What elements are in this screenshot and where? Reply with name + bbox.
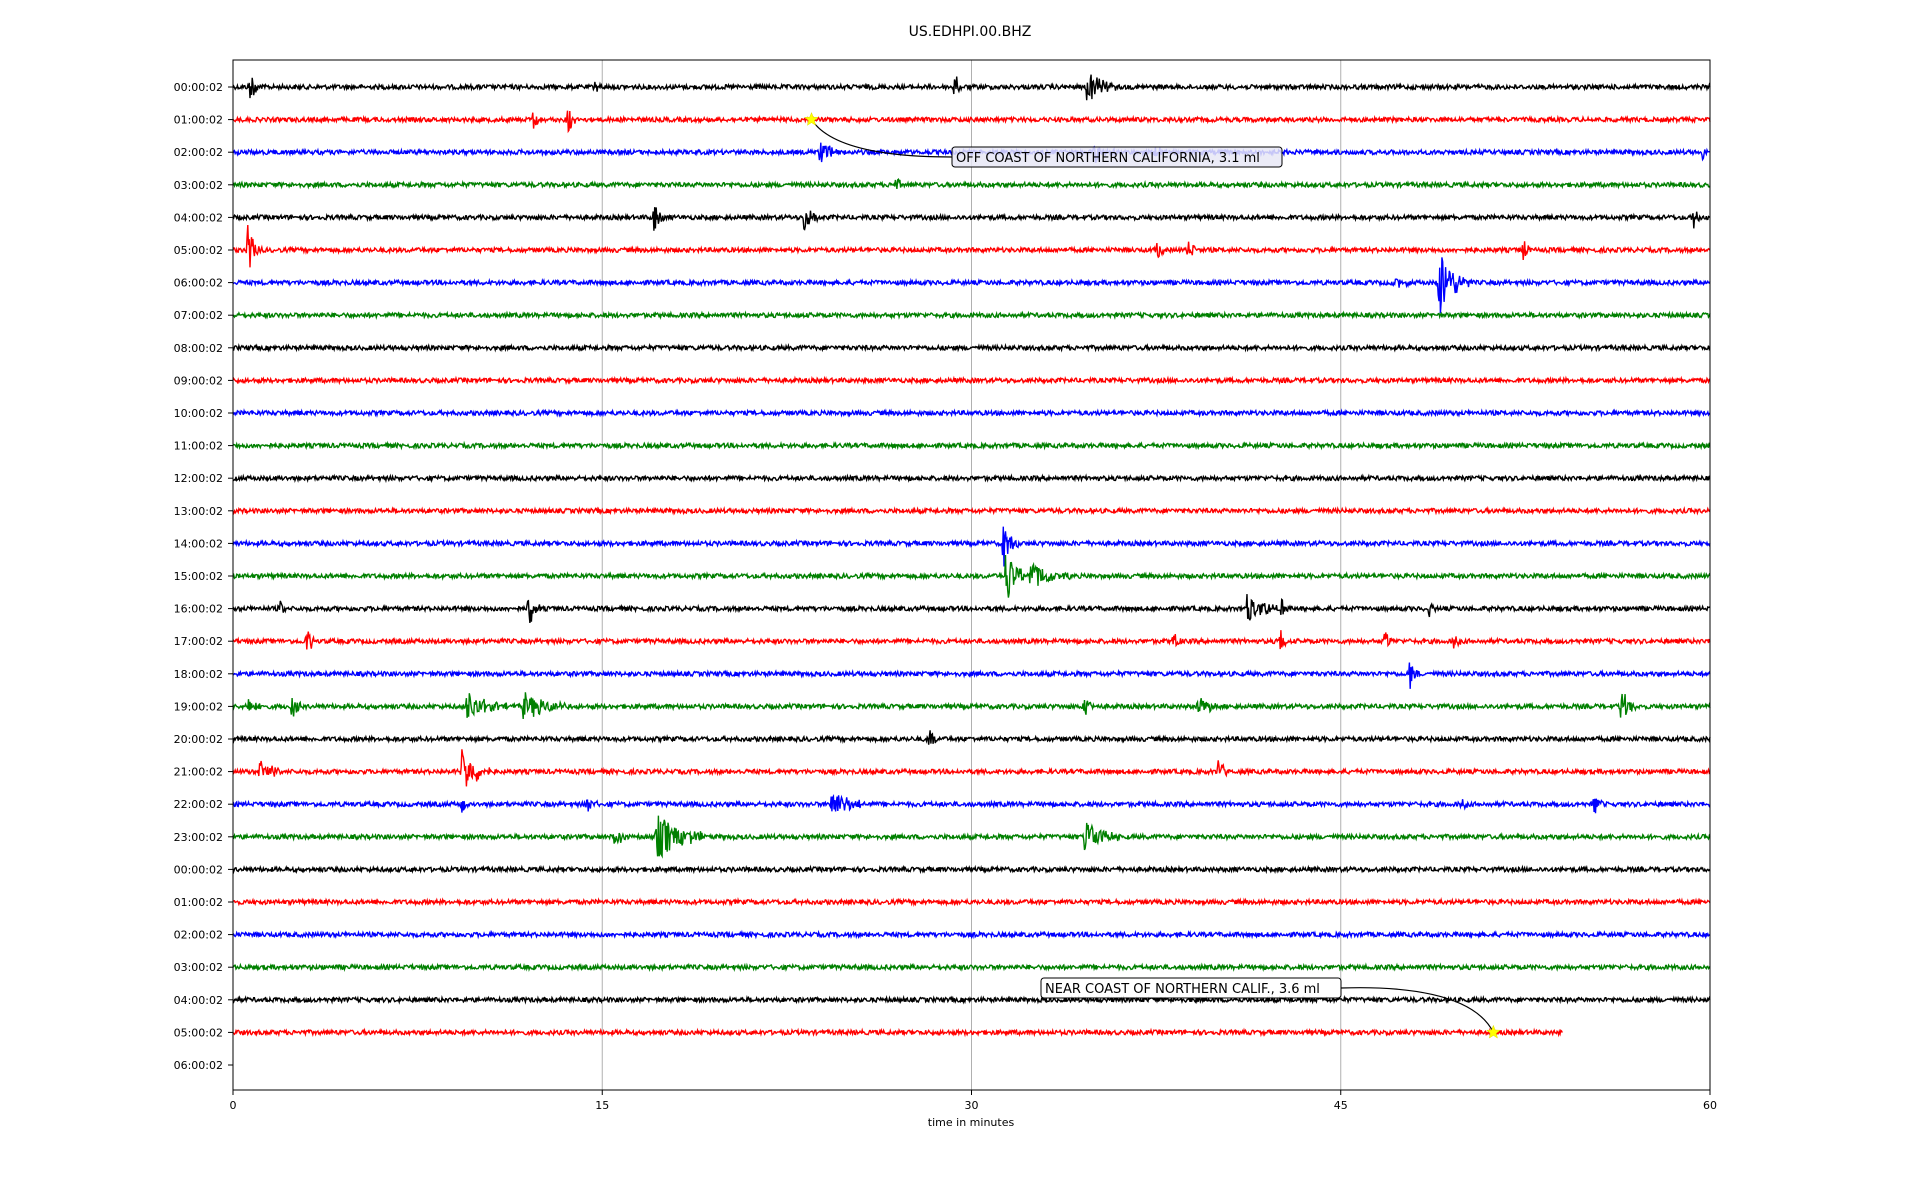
annotation-box bbox=[1040, 977, 1342, 999]
row-time-label: 01:00:02 bbox=[174, 896, 223, 909]
seismogram-traces bbox=[232, 74, 1711, 1038]
trace-row bbox=[232, 594, 1711, 624]
x-tick-label: 60 bbox=[1703, 1099, 1717, 1112]
row-time-label: 20:00:02 bbox=[174, 733, 223, 746]
row-time-label: 04:00:02 bbox=[174, 211, 223, 224]
row-labels: 00:00:02 01:00:02 02:00:02 03:00:02 04:00:02… bbox=[174, 81, 233, 1072]
x-tick-label: 45 bbox=[1334, 1099, 1348, 1112]
trace-row bbox=[232, 257, 1711, 314]
trace-row bbox=[232, 749, 1711, 787]
trace-row bbox=[232, 342, 1711, 353]
row-time-label: 10:00:02 bbox=[174, 407, 223, 420]
trace-row bbox=[232, 692, 1711, 720]
trace-row bbox=[232, 730, 1711, 745]
trace-row bbox=[232, 224, 1711, 268]
row-time-label: 23:00:02 bbox=[174, 831, 223, 844]
trace-row bbox=[232, 630, 1711, 650]
annotation-label: OFF COAST OF NORTHERN CALIFORNIA, 3.1 ml bbox=[956, 151, 1260, 166]
row-time-label: 06:00:02 bbox=[174, 277, 223, 290]
row-time-label: 05:00:02 bbox=[174, 1026, 223, 1039]
x-axis-label: time in minutes bbox=[928, 1116, 1015, 1129]
row-time-label: 11:00:02 bbox=[174, 440, 223, 453]
event-annotations: OFF COAST OF NORTHERN CALIFORNIA, 3.1 ml… bbox=[804, 111, 1501, 1039]
row-time-label: 06:00:02 bbox=[174, 1059, 223, 1072]
x-tick-label: 15 bbox=[595, 1099, 609, 1112]
row-time-label: 12:00:02 bbox=[174, 472, 223, 485]
trace-row bbox=[233, 897, 1711, 907]
trace-row bbox=[232, 526, 1711, 567]
row-time-label: 19:00:02 bbox=[174, 700, 223, 713]
trace-row bbox=[232, 207, 1711, 231]
trace-row bbox=[232, 864, 1711, 875]
trace-row bbox=[232, 110, 1711, 134]
trace-row bbox=[232, 929, 1710, 940]
row-time-label: 16:00:02 bbox=[174, 603, 223, 616]
chart-title: US.EDHPI.00.BHZ bbox=[909, 24, 1032, 40]
trace-row bbox=[232, 177, 1711, 190]
trace-row bbox=[232, 505, 1711, 516]
event-star-icon bbox=[1486, 1024, 1501, 1039]
annotation-connector bbox=[1340, 987, 1494, 1033]
trace-row bbox=[232, 310, 1711, 321]
trace-row bbox=[232, 994, 1711, 1005]
trace-row bbox=[232, 962, 1711, 973]
row-time-label: 01:00:02 bbox=[174, 114, 223, 127]
x-tick-label: 0 bbox=[230, 1099, 237, 1112]
trace-row bbox=[232, 815, 1711, 859]
x-axis-ticks: 0 15 30 45 60 bbox=[230, 1090, 1717, 1112]
x-tick-label: 30 bbox=[965, 1099, 979, 1112]
trace-row bbox=[232, 662, 1711, 689]
row-time-label: 13:00:02 bbox=[174, 505, 223, 518]
trace-row bbox=[232, 375, 1711, 386]
trace-row bbox=[232, 408, 1711, 418]
row-time-label: 18:00:02 bbox=[174, 668, 223, 681]
annotation-connector bbox=[810, 119, 953, 158]
row-time-label: 00:00:02 bbox=[174, 81, 223, 94]
trace-row bbox=[232, 793, 1711, 814]
row-time-label: 07:00:02 bbox=[174, 309, 223, 322]
annotation-label: NEAR COAST OF NORTHERN CALIF., 3.6 ml bbox=[1045, 982, 1320, 997]
trace-row bbox=[232, 74, 1711, 101]
row-time-label: 21:00:02 bbox=[174, 766, 223, 779]
row-time-label: 03:00:02 bbox=[174, 961, 223, 974]
trace-row bbox=[232, 554, 1711, 598]
row-time-label: 14:00:02 bbox=[174, 537, 223, 550]
row-time-label: 15:00:02 bbox=[174, 570, 223, 583]
row-time-label: 04:00:02 bbox=[174, 994, 223, 1007]
row-time-label: 03:00:02 bbox=[174, 179, 223, 192]
event-star-icon bbox=[804, 111, 819, 126]
annotation-box bbox=[951, 146, 1283, 168]
row-time-label: 05:00:02 bbox=[174, 244, 223, 257]
row-time-label: 08:00:02 bbox=[174, 342, 223, 355]
row-time-label: 22:00:02 bbox=[174, 798, 223, 811]
trace-row bbox=[232, 1027, 1563, 1038]
trace-row bbox=[232, 473, 1711, 484]
row-time-label: 09:00:02 bbox=[174, 374, 223, 387]
row-time-label: 17:00:02 bbox=[174, 635, 223, 648]
row-time-label: 02:00:02 bbox=[174, 146, 223, 159]
row-time-label: 02:00:02 bbox=[174, 929, 223, 942]
row-time-label: 00:00:02 bbox=[174, 863, 223, 876]
trace-row bbox=[232, 440, 1711, 451]
